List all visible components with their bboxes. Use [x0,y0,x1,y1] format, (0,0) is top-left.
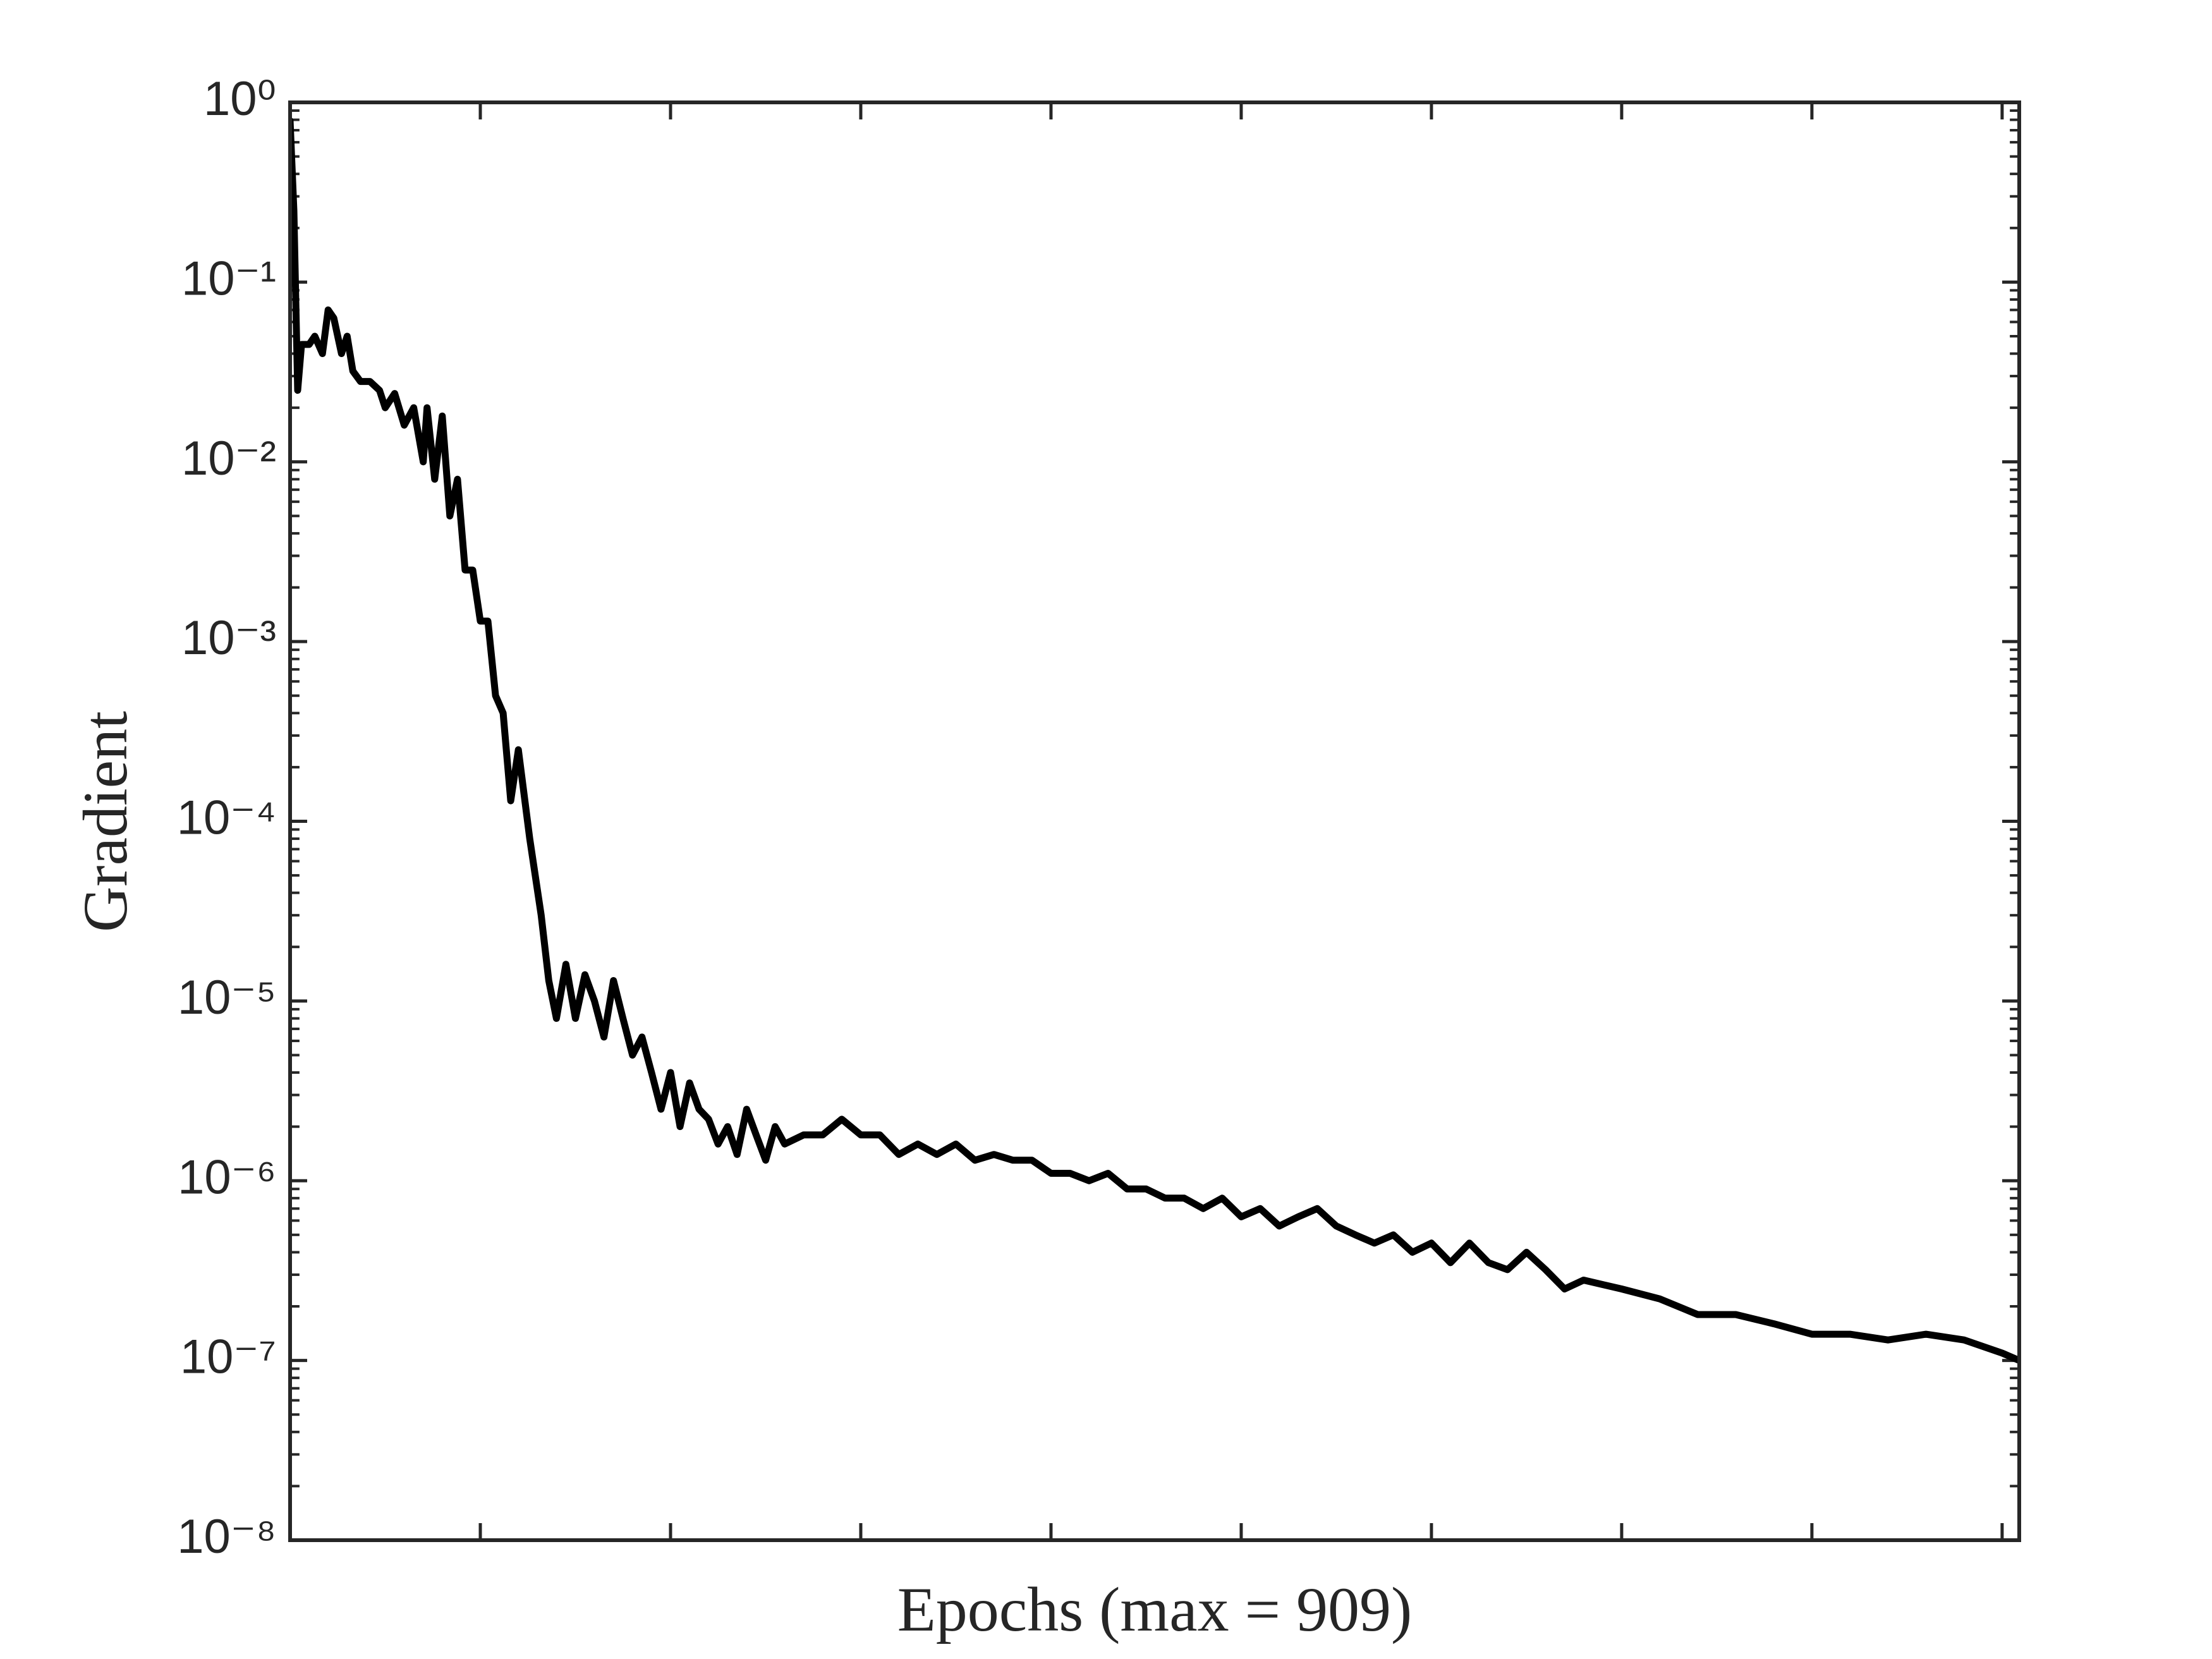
y-tick-label: 10⁻⁸ [177,1510,276,1564]
y-tick-label: 10⁻³ [181,611,276,665]
y-tick-label: 10⁻⁵ [178,971,276,1024]
data-line [290,117,2019,1364]
y-tick-label: 10⁻² [181,432,276,485]
y-axis-label: Gradient [70,711,140,932]
y-tick-label: 10⁻⁴ [177,791,276,845]
y-tick-label: 10⁰ [204,72,276,126]
y-tick-label: 10⁻⁶ [178,1150,276,1204]
y-tick-label: 10⁻¹ [181,252,276,305]
y-tick-label: 10⁻⁷ [180,1330,276,1384]
plot-frame [288,100,2021,1542]
x-axis-label: Epochs (max = 909) [897,1574,1413,1644]
